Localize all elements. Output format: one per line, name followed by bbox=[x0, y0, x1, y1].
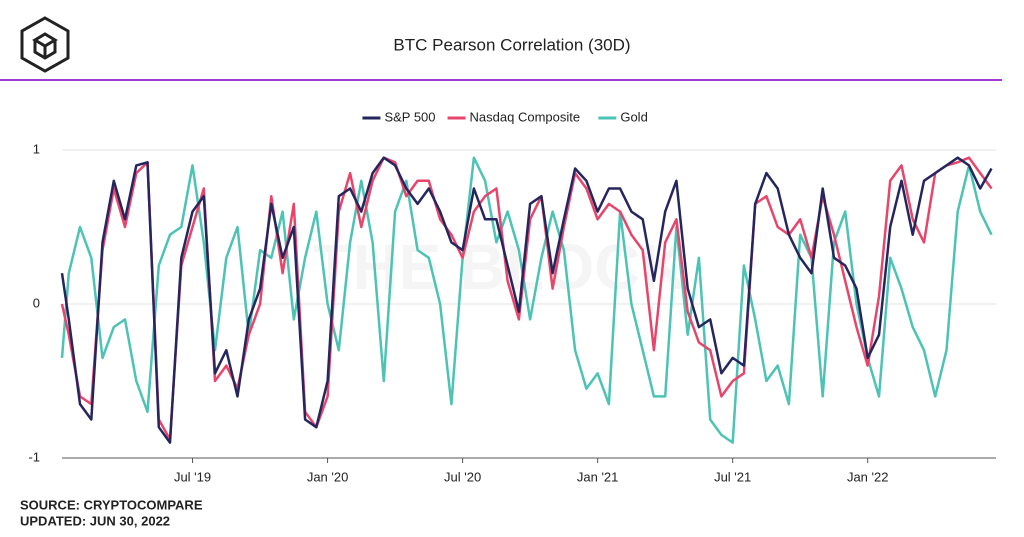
x-tick-label: Jan '20 bbox=[307, 469, 349, 484]
x-tick-label: Jul '19 bbox=[174, 469, 211, 484]
updated: UPDATED: JUN 30, 2022 bbox=[20, 513, 170, 528]
y-tick-label: 0 bbox=[33, 295, 40, 310]
x-tick-label: Jul '20 bbox=[444, 469, 481, 484]
x-tick-label: Jan '21 bbox=[577, 469, 619, 484]
x-tick-label: Jul '21 bbox=[714, 469, 751, 484]
y-tick-label: -1 bbox=[28, 449, 40, 464]
logo bbox=[20, 16, 70, 73]
series-line bbox=[60, 156, 993, 444]
source: SOURCE: CRYPTOCOMPARE bbox=[20, 497, 203, 512]
y-tick-label: 1 bbox=[33, 141, 40, 156]
chart-title: BTC Pearson Correlation (30D) bbox=[393, 35, 630, 54]
legend-label: S&P 500 bbox=[384, 109, 435, 124]
legend-label: Gold bbox=[620, 109, 647, 124]
legend-label: Nasdaq Composite bbox=[470, 109, 581, 124]
x-tick-label: Jan '22 bbox=[847, 469, 889, 484]
